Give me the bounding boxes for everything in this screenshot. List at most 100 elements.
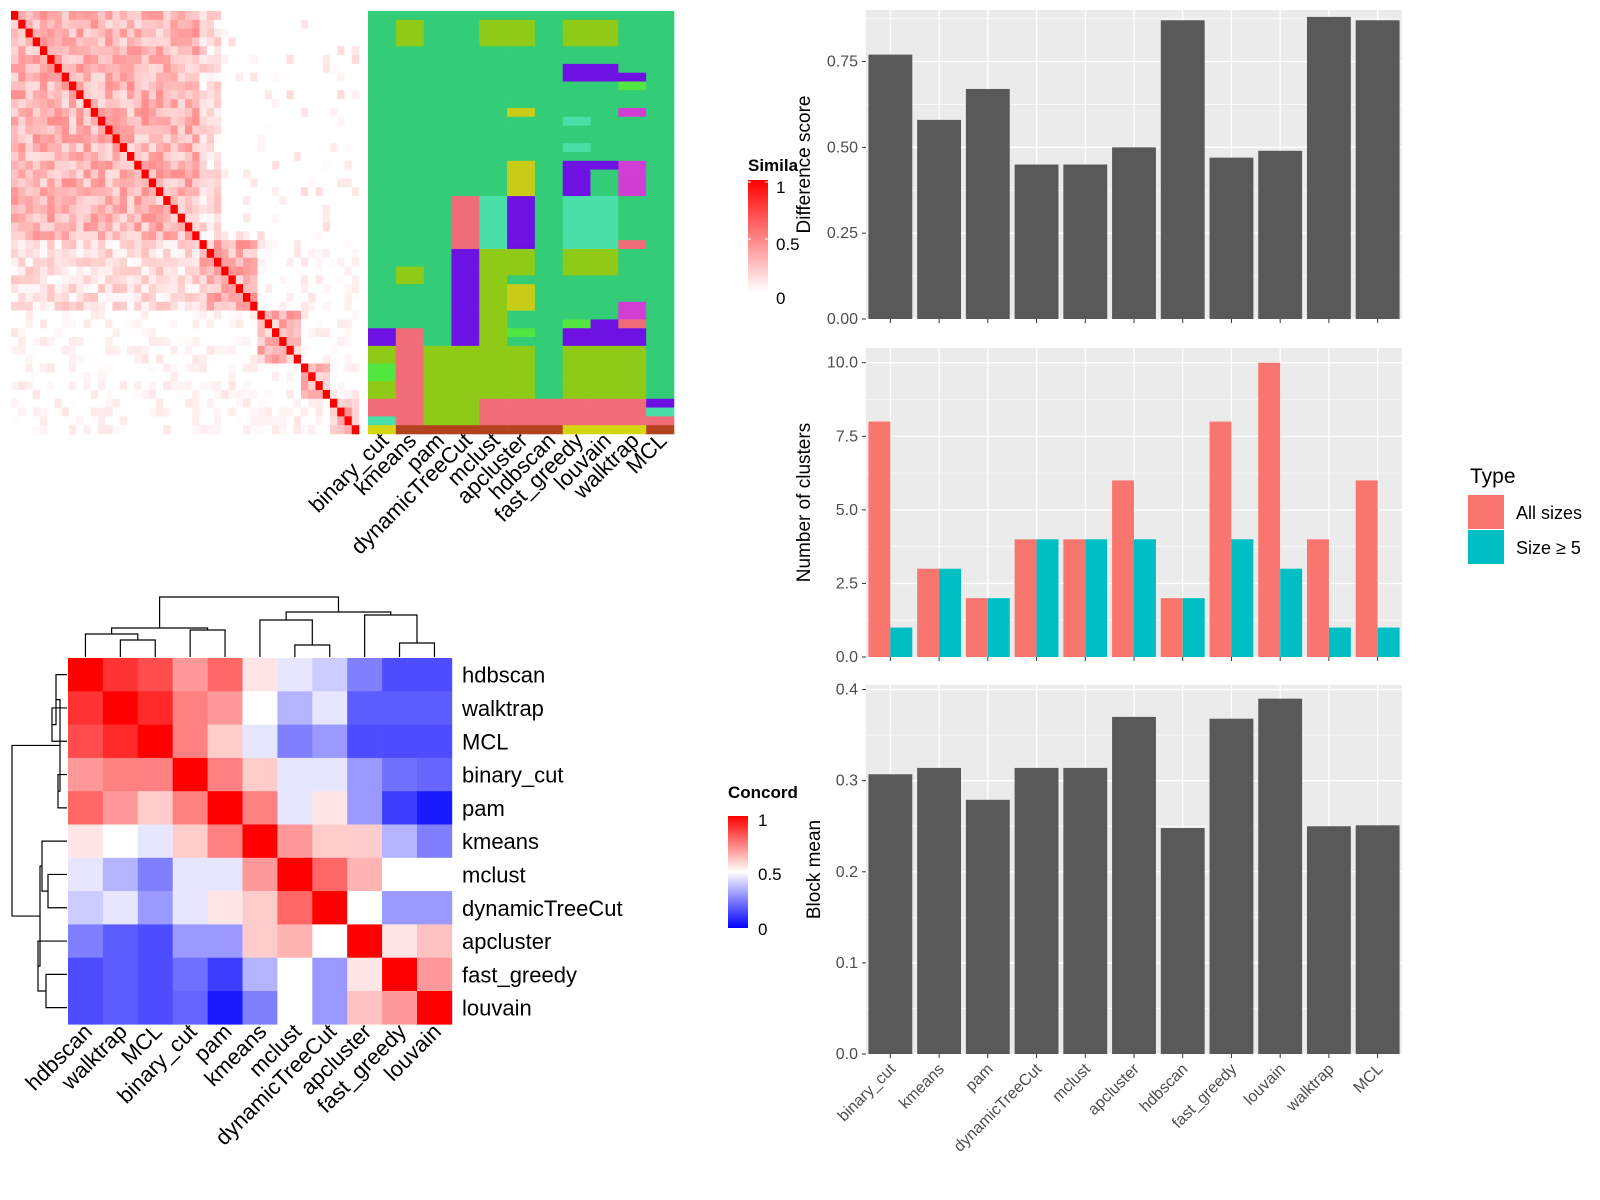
similarity-cell — [141, 152, 150, 162]
similarity-cell — [279, 169, 287, 179]
similarity-cell — [279, 354, 287, 364]
column-dendrogram-link — [159, 596, 340, 628]
similarity-cell — [214, 72, 222, 82]
similarity-cell — [11, 284, 19, 294]
similarity-cell — [18, 72, 26, 82]
similarity-cell — [47, 416, 55, 426]
column-dendrogram-link — [285, 611, 392, 620]
similarity-cell — [98, 301, 106, 311]
assignment-cell-hdbscan — [534, 354, 564, 364]
bar-dynamicTreeCut — [1014, 164, 1059, 319]
similarity-cell — [206, 398, 215, 408]
similarity-cell — [163, 222, 171, 232]
similarity-cell — [185, 152, 193, 162]
similarity-cell — [206, 72, 215, 82]
similarity-cell — [163, 293, 171, 303]
similarity-cell — [257, 284, 266, 294]
similarity-cell — [156, 407, 164, 417]
similarity-cell — [98, 381, 106, 391]
similarity-cell — [170, 55, 179, 65]
similarity-cell — [243, 187, 251, 197]
similarity-cell — [134, 125, 142, 135]
similarity-cell — [272, 416, 280, 426]
similarity-cell — [156, 398, 164, 408]
similarity-cell — [301, 389, 309, 400]
concordance-cell — [68, 691, 104, 725]
similarity-cell — [32, 37, 41, 47]
similarity-cell — [76, 381, 84, 391]
similarity-cell — [214, 416, 222, 426]
assignment-cell-pam — [423, 55, 452, 65]
similarity-cell — [18, 275, 26, 285]
similarity-cell — [54, 19, 63, 29]
similarity-cell — [141, 257, 150, 267]
similarity-cell — [76, 187, 84, 197]
x-tick-label-pam: pam — [963, 1061, 997, 1095]
similarity-cell — [40, 231, 48, 241]
similarity-cell — [148, 319, 157, 329]
similarity-cell — [221, 63, 229, 73]
similarity-cell — [61, 99, 70, 109]
similarity-cell — [308, 389, 316, 400]
similarity-cell — [54, 231, 63, 241]
similarity-cell — [286, 248, 295, 259]
similarity-cell — [243, 63, 251, 73]
similarity-cell — [337, 231, 345, 241]
concordance-cell — [242, 724, 278, 759]
assignment-cell-mclust — [479, 248, 508, 259]
similarity-cell — [293, 11, 302, 21]
similarity-cell — [40, 372, 48, 382]
similarity-cell — [185, 125, 193, 135]
similarity-cell — [206, 425, 215, 435]
similarity-cell — [11, 310, 19, 320]
similarity-cell — [337, 345, 345, 355]
assignment-cell-apcluster — [507, 143, 536, 153]
similarity-cell — [112, 345, 121, 355]
similarity-cell — [351, 328, 360, 338]
similarity-cell — [279, 345, 287, 355]
similarity-cell — [25, 169, 34, 179]
similarity-cell — [69, 248, 77, 259]
similarity-cell — [308, 90, 316, 100]
assignment-cell-dynamicTreeCut — [451, 248, 480, 259]
similarity-cell — [156, 107, 164, 118]
assignment-cell-dynamicTreeCut — [451, 381, 480, 391]
similarity-cell — [293, 293, 302, 303]
bar-pam — [965, 799, 1010, 1054]
similarity-cell — [315, 152, 324, 162]
concordance-cell — [277, 891, 313, 925]
similarity-cell — [337, 116, 345, 126]
similarity-cell — [330, 99, 338, 109]
similarity-cell — [308, 107, 316, 118]
assignment-cell-walktrap — [618, 196, 647, 206]
column-dendrogram-link — [189, 629, 226, 657]
similarity-cell — [228, 231, 237, 241]
assignment-cell-binary_cut — [368, 416, 397, 426]
similarity-cell — [83, 231, 92, 241]
similarity-cell — [214, 257, 222, 267]
similarity-cell — [98, 187, 106, 197]
similarity-cell — [83, 72, 92, 82]
similarity-cell — [134, 266, 142, 276]
similarity-cell — [185, 345, 193, 355]
similarity-cell — [308, 19, 316, 29]
similarity-cell — [279, 372, 287, 382]
similarity-cell — [322, 19, 331, 29]
similarity-cell — [25, 319, 34, 329]
similarity-cell — [243, 328, 251, 338]
similarity-cell — [18, 55, 26, 65]
similarity-cell — [344, 337, 353, 347]
similarity-cell — [308, 143, 316, 153]
similarity-cell — [286, 257, 295, 267]
similarity-cell — [177, 381, 186, 391]
similarity-cell — [257, 46, 266, 56]
similarity-cell — [279, 11, 287, 21]
similarity-cell — [315, 389, 324, 400]
similarity-cell — [301, 169, 309, 179]
bar-size-ge-5-hdbscan — [1182, 598, 1205, 657]
similarity-cell — [279, 46, 287, 56]
similarity-cell — [206, 81, 215, 91]
similarity-cell — [272, 293, 280, 303]
similarity-cell — [228, 240, 237, 250]
similarity-cell — [250, 310, 258, 320]
